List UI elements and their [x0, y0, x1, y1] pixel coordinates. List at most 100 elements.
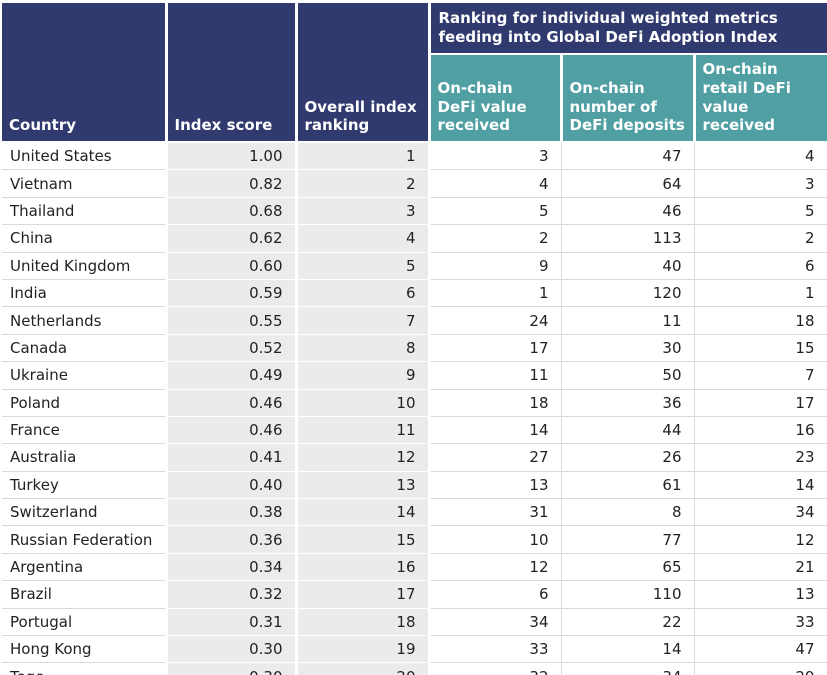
retail-defi-value-cell: 6 [693, 252, 827, 280]
defi-value-received-cell: 5 [428, 197, 561, 226]
defi-value-received-cell: 31 [428, 498, 561, 527]
overall-ranking-column-header: Overall index ranking [296, 3, 431, 143]
defi-value-received-cell: 3 [428, 142, 561, 171]
country-cell: Thailand [2, 197, 167, 226]
country-cell: China [2, 224, 167, 253]
index-score-cell: 1.00 [164, 142, 298, 171]
index-score-cell: 0.30 [164, 635, 298, 664]
table-row: India 0.59 6 1 120 1 [2, 279, 827, 308]
retail-defi-value-cell: 34 [693, 498, 827, 527]
defi-value-received-cell: 24 [428, 306, 561, 335]
index-score-cell: 0.46 [164, 416, 298, 445]
retail-defi-value-column-header: On-chain retail DeFi value received [694, 54, 827, 143]
country-cell: Russian Federation [2, 525, 167, 554]
index-score-cell: 0.36 [164, 525, 298, 554]
retail-defi-value-cell: 1 [693, 279, 827, 308]
defi-value-received-cell: 10 [428, 525, 561, 554]
table-row: Hong Kong 0.30 19 33 14 47 [2, 635, 827, 664]
defi-value-received-cell: 18 [428, 389, 561, 417]
overall-ranking-cell: 11 [294, 416, 431, 445]
overall-ranking-cell: 20 [294, 662, 431, 675]
defi-deposits-column-header: On-chain number of DeFi deposits [561, 54, 696, 143]
retail-defi-value-cell: 3 [693, 169, 827, 198]
defi-value-received-column-header: On-chain DeFi value received [429, 54, 563, 143]
retail-defi-value-cell: 18 [693, 306, 827, 335]
country-cell: Australia [2, 443, 167, 472]
overall-ranking-cell: 14 [294, 498, 431, 527]
index-score-cell: 0.49 [164, 361, 298, 390]
table-row: Turkey 0.40 13 13 61 14 [2, 471, 827, 500]
index-score-cell: 0.38 [164, 498, 298, 527]
defi-deposits-cell: 14 [560, 635, 694, 664]
retail-defi-value-cell: 12 [693, 525, 827, 554]
overall-ranking-cell: 7 [294, 306, 431, 335]
country-cell: Turkey [2, 471, 167, 500]
index-score-cell: 0.40 [164, 471, 298, 500]
retail-defi-value-cell: 2 [693, 224, 827, 253]
overall-ranking-cell: 9 [294, 361, 431, 390]
index-score-cell: 0.55 [164, 306, 298, 335]
defi-deposits-cell: 47 [560, 142, 694, 171]
index-score-cell: 0.34 [164, 553, 298, 582]
table-header: Country Index score Overall index rankin… [2, 3, 827, 143]
table-row: Poland 0.46 10 18 36 17 [2, 389, 827, 417]
country-cell: Brazil [2, 580, 167, 609]
table-row: Brazil 0.32 17 6 110 13 [2, 580, 827, 609]
overall-ranking-cell: 13 [294, 471, 431, 500]
defi-value-received-cell: 9 [428, 252, 561, 280]
defi-deposits-cell: 22 [560, 608, 694, 637]
table-row: Argentina 0.34 16 12 65 21 [2, 553, 827, 582]
table-row: United Kingdom 0.60 5 9 40 6 [2, 252, 827, 280]
defi-deposits-cell: 26 [560, 443, 694, 472]
country-cell: France [2, 416, 167, 445]
retail-defi-value-cell: 14 [693, 471, 827, 500]
overall-ranking-cell: 18 [294, 608, 431, 637]
country-cell: Argentina [2, 553, 167, 582]
overall-ranking-cell: 15 [294, 525, 431, 554]
table-row: Canada 0.52 8 17 30 15 [2, 334, 827, 363]
overall-ranking-cell: 16 [294, 553, 431, 582]
retail-defi-value-cell: 13 [693, 580, 827, 609]
country-cell: United Kingdom [2, 252, 167, 280]
overall-ranking-cell: 19 [294, 635, 431, 664]
group-header-row: Country Index score Overall index rankin… [2, 3, 827, 143]
table-row: Togo 0.30 20 32 34 29 [2, 662, 827, 675]
table-row: Russian Federation 0.36 15 10 77 12 [2, 525, 827, 554]
metrics-group-header: Ranking for individual weighted metrics … [429, 3, 827, 55]
overall-ranking-cell: 17 [294, 580, 431, 609]
retail-defi-value-cell: 16 [693, 416, 827, 445]
retail-defi-value-cell: 17 [693, 389, 827, 417]
country-cell: Vietnam [2, 169, 167, 198]
overall-ranking-cell: 2 [294, 169, 431, 198]
index-score-cell: 0.60 [164, 252, 298, 280]
table-row: Vietnam 0.82 2 4 64 3 [2, 169, 827, 198]
defi-deposits-cell: 120 [560, 279, 694, 308]
country-cell: Hong Kong [2, 635, 167, 664]
defi-deposits-cell: 110 [560, 580, 694, 609]
table-row: United States 1.00 1 3 47 4 [2, 142, 827, 171]
index-score-cell: 0.62 [164, 224, 298, 253]
defi-value-received-cell: 12 [428, 553, 561, 582]
defi-value-received-cell: 34 [428, 608, 561, 637]
index-score-column-header: Index score [166, 3, 298, 143]
defi-value-received-cell: 6 [428, 580, 561, 609]
defi-deposits-cell: 44 [560, 416, 694, 445]
defi-deposits-cell: 64 [560, 169, 694, 198]
retail-defi-value-cell: 47 [693, 635, 827, 664]
defi-deposits-cell: 61 [560, 471, 694, 500]
defi-value-received-cell: 32 [428, 662, 561, 675]
defi-deposits-cell: 34 [560, 662, 694, 675]
table-row: Netherlands 0.55 7 24 11 18 [2, 306, 827, 335]
table-row: Thailand 0.68 3 5 46 5 [2, 197, 827, 226]
defi-deposits-cell: 65 [560, 553, 694, 582]
country-cell: India [2, 279, 167, 308]
country-cell: Poland [2, 389, 167, 417]
country-cell: Portugal [2, 608, 167, 637]
index-score-cell: 0.82 [164, 169, 298, 198]
metric-subheader-row: On-chain DeFi value received On-chain nu… [2, 54, 827, 143]
country-cell: Netherlands [2, 306, 167, 335]
country-cell: Switzerland [2, 498, 167, 527]
index-score-cell: 0.52 [164, 334, 298, 363]
retail-defi-value-cell: 23 [693, 443, 827, 472]
